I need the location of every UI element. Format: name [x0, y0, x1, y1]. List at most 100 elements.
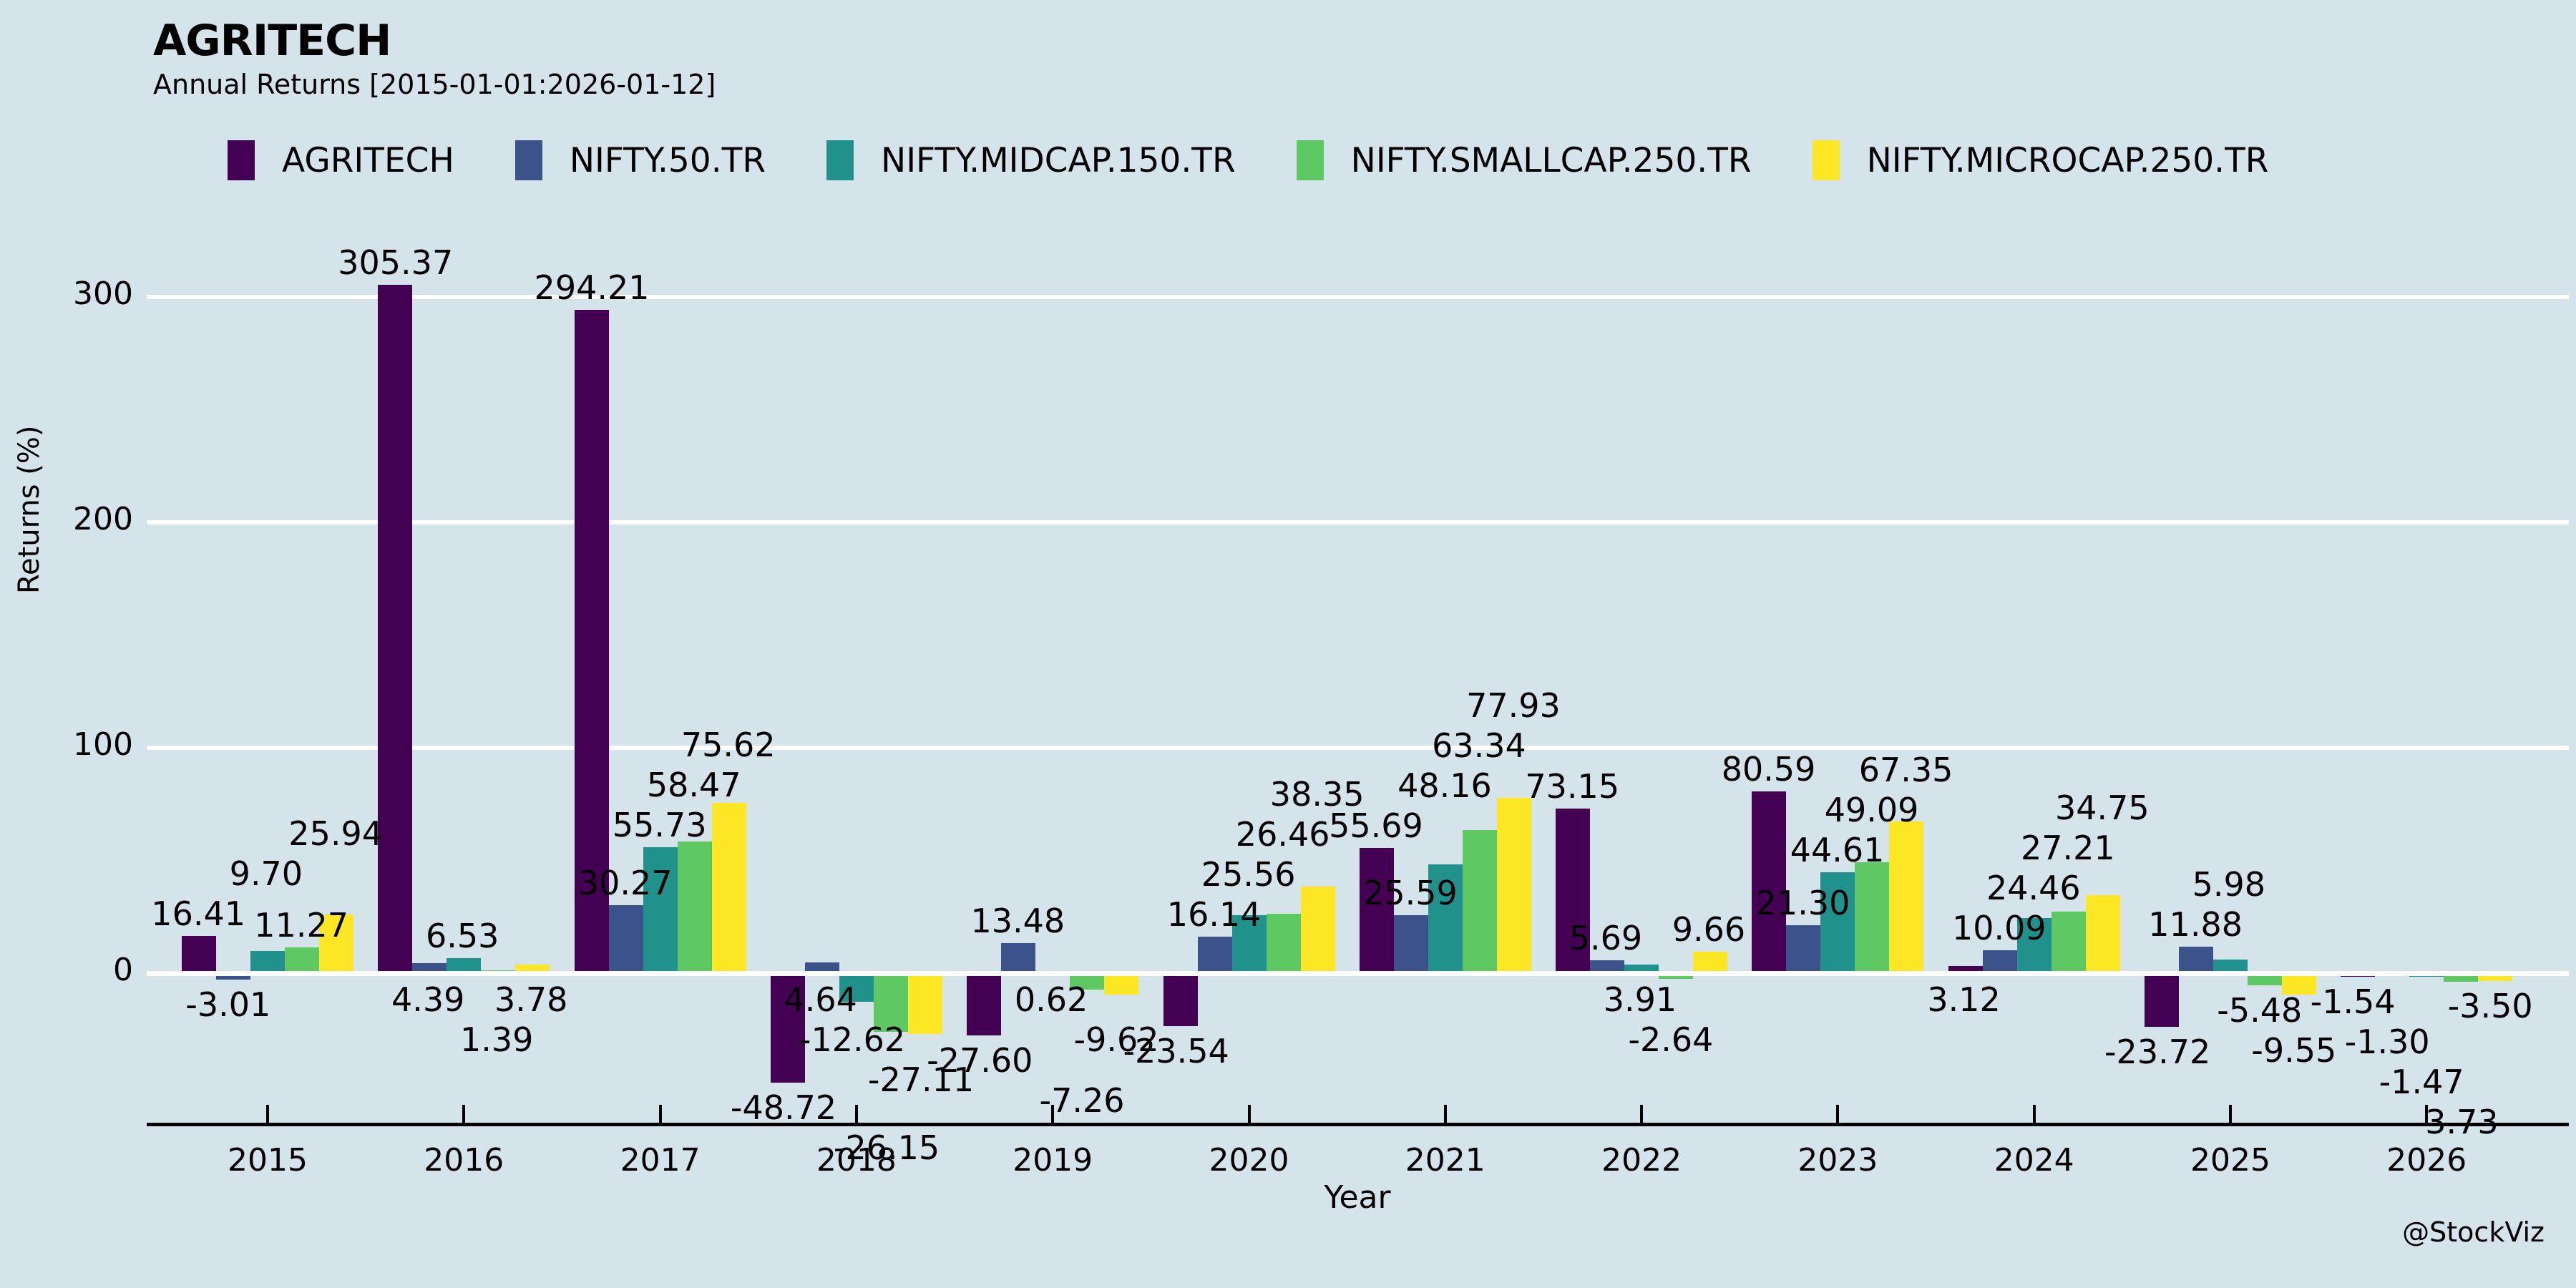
bar-value-label: 21.30 — [1755, 883, 1850, 922]
bar-value-label: -12.62 — [799, 1020, 906, 1059]
bar-NIFTY.SMALLCAP.250.TR-2026 — [2444, 973, 2479, 982]
bar-value-label: 55.73 — [612, 806, 707, 845]
bar-value-label: -1.30 — [2344, 1022, 2430, 1061]
x-tick — [1051, 1105, 1055, 1123]
bar-NIFTY.SMALLCAP.250.TR-2018 — [873, 973, 908, 1033]
bar-NIFTY.50.TR-2020 — [1197, 937, 1232, 973]
gridline-100 — [147, 746, 2569, 750]
bar-value-label: -27.60 — [927, 1040, 1033, 1080]
bar-value-label: 73.15 — [1525, 766, 1620, 806]
bar-value-label: 24.46 — [1986, 869, 2081, 908]
x-tick-label: 2023 — [1797, 1142, 1878, 1179]
bar-AGRITECH-2022 — [1556, 808, 1591, 973]
legend-label: NIFTY.MIDCAP.150.TR — [881, 140, 1236, 180]
bar-NIFTY.50.TR-2018 — [804, 962, 839, 973]
bar-NIFTY.MICROCAP.250.TR-2018 — [907, 973, 942, 1035]
x-tick — [854, 1105, 858, 1123]
bar-value-label: 294.21 — [534, 268, 650, 308]
bar-value-label: 27.21 — [2021, 829, 2115, 868]
bar-value-label: 75.62 — [680, 726, 776, 765]
bar-NIFTY.MICROCAP.250.TR-2024 — [2085, 894, 2120, 973]
bar-value-label: 55.69 — [1329, 806, 1423, 845]
bar-NIFTY.50.TR-2023 — [1786, 924, 1821, 973]
bar-NIFTY.SMALLCAP.250.TR-2017 — [677, 841, 712, 973]
bar-AGRITECH-2018 — [770, 973, 805, 1083]
bar-value-label: 5.69 — [1568, 919, 1643, 958]
bar-value-label: -9.55 — [2251, 1031, 2337, 1070]
bar-NIFTY.MIDCAP.150.TR-2018 — [839, 973, 874, 1002]
bar-AGRITECH-2017 — [574, 310, 609, 973]
bar-NIFTY.50.TR-2017 — [608, 904, 643, 973]
bar-value-label: 4.64 — [784, 980, 857, 1019]
bar-value-label: -1.47 — [2379, 1062, 2464, 1101]
bar-value-label: -9.62 — [1073, 1020, 1159, 1059]
bar-NIFTY.MICROCAP.250.TR-2016 — [515, 965, 550, 973]
bar-NIFTY.50.TR-2025 — [2179, 946, 2213, 973]
bar-value-label: -23.72 — [2104, 1032, 2211, 1071]
bar-NIFTY.MIDCAP.150.TR-2020 — [1231, 915, 1267, 973]
bar-NIFTY.MIDCAP.150.TR-2015 — [250, 951, 285, 973]
bar-NIFTY.MIDCAP.150.TR-2023 — [1820, 872, 1855, 973]
bar-value-label: 44.61 — [1790, 831, 1885, 870]
x-tick-label: 2026 — [2386, 1142, 2467, 1179]
bar-NIFTY.MIDCAP.150.TR-2022 — [1624, 964, 1659, 973]
x-tick-label: 2019 — [1013, 1142, 1093, 1179]
bar-value-label: 1.39 — [459, 1020, 534, 1059]
bar-value-label: 10.09 — [1952, 909, 2046, 948]
bar-NIFTY.SMALLCAP.250.TR-2015 — [285, 947, 319, 973]
bar-value-label: 63.34 — [1432, 726, 1526, 765]
bar-value-label: 67.35 — [1858, 751, 1953, 790]
x-tick — [2032, 1105, 2036, 1123]
x-tick-label: 2022 — [1601, 1142, 1682, 1179]
bar-NIFTY.50.TR-2024 — [1982, 950, 2017, 973]
bar-value-label: 58.47 — [646, 766, 741, 805]
x-tick-label: 2021 — [1405, 1142, 1485, 1179]
x-tick-label: 2020 — [1209, 1142, 1289, 1179]
bar-value-label: 48.16 — [1397, 766, 1492, 805]
bar-value-label: 80.59 — [1721, 750, 1816, 789]
y-tick-label: 200 — [73, 501, 133, 537]
bar-AGRITECH-2024 — [1948, 966, 1983, 973]
bar-AGRITECH-2015 — [182, 936, 216, 973]
legend-item-NIFTY.MICROCAP.250.TR: NIFTY.MICROCAP.250.TR — [1812, 140, 2269, 180]
legend-swatch-icon — [228, 140, 255, 180]
legend-item-NIFTY.50.TR: NIFTY.50.TR — [514, 140, 766, 180]
bar-NIFTY.MIDCAP.150.TR-2024 — [2016, 917, 2051, 973]
x-tick — [1836, 1105, 1840, 1123]
bar-NIFTY.MICROCAP.250.TR-2025 — [2282, 973, 2316, 995]
legend-item-NIFTY.SMALLCAP.250.TR: NIFTY.SMALLCAP.250.TR — [1296, 140, 1752, 180]
legend-label: NIFTY.MICROCAP.250.TR — [1866, 140, 2269, 180]
bar-value-label: -27.11 — [867, 1060, 975, 1099]
bar-NIFTY.MIDCAP.150.TR-2017 — [643, 847, 678, 973]
x-tick — [2425, 1105, 2429, 1123]
bar-NIFTY.MICROCAP.250.TR-2015 — [319, 914, 353, 973]
bar-NIFTY.SMALLCAP.250.TR-2024 — [2051, 912, 2086, 973]
bar-NIFTY.MICROCAP.250.TR-2020 — [1300, 887, 1335, 973]
bar-NIFTY.MIDCAP.150.TR-2016 — [447, 958, 482, 973]
bar-value-label: 16.41 — [151, 894, 245, 934]
bar-value-label: 49.09 — [1824, 791, 1919, 830]
bar-value-label: 30.27 — [577, 863, 673, 902]
legend-label: AGRITECH — [282, 140, 454, 180]
bar-value-label: 9.70 — [229, 854, 303, 894]
bar-NIFTY.50.TR-2015 — [216, 973, 250, 980]
legend-item-AGRITECH: AGRITECH — [228, 140, 454, 180]
bar-NIFTY.MICROCAP.250.TR-2026 — [2478, 973, 2513, 982]
bar-value-label: 0.62 — [1014, 980, 1088, 1019]
bar-NIFTY.MICROCAP.250.TR-2021 — [1496, 797, 1531, 973]
bar-NIFTY.SMALLCAP.250.TR-2019 — [1070, 973, 1105, 990]
bar-value-label: -5.48 — [2217, 991, 2303, 1030]
bar-value-label: -26.15 — [833, 1128, 940, 1168]
legend-swatch-icon — [1296, 140, 1324, 180]
bar-value-label: 4.39 — [391, 980, 465, 1019]
bar-AGRITECH-2016 — [378, 285, 413, 973]
bar-NIFTY.SMALLCAP.250.TR-2025 — [2248, 973, 2282, 986]
bar-NIFTY.MIDCAP.150.TR-2021 — [1428, 864, 1463, 973]
bar-value-label: 25.94 — [288, 814, 383, 854]
bar-AGRITECH-2025 — [2145, 973, 2179, 1027]
gridline-300 — [147, 295, 2569, 299]
bar-NIFTY.SMALLCAP.250.TR-2021 — [1462, 830, 1497, 973]
bar-NIFTY.50.TR-2021 — [1393, 915, 1428, 973]
